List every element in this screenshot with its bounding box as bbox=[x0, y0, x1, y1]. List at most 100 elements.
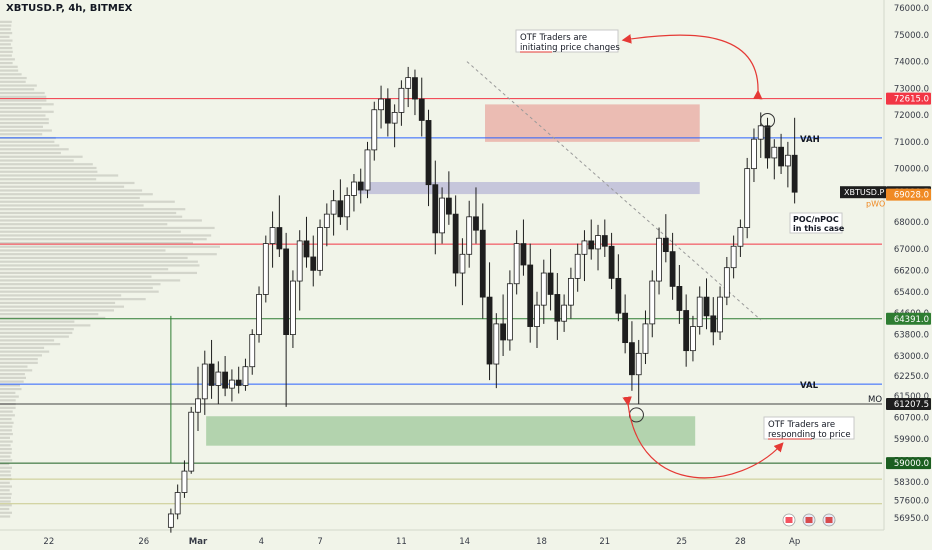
volume-profile-bar bbox=[0, 166, 97, 170]
candle-body bbox=[357, 181, 364, 191]
x-tick-label: 4 bbox=[259, 537, 264, 547]
candle bbox=[574, 243, 581, 292]
y-tick-label: 63000.0 bbox=[894, 352, 929, 362]
volume-profile-bar bbox=[0, 256, 188, 260]
candle-body bbox=[629, 342, 635, 376]
candle bbox=[276, 195, 283, 257]
candle bbox=[520, 219, 527, 276]
candle-body bbox=[500, 323, 507, 341]
symbol-tag-box bbox=[840, 186, 886, 199]
volume-profile-bar bbox=[0, 417, 12, 421]
candle bbox=[249, 329, 256, 375]
candle-body bbox=[303, 240, 310, 258]
candle bbox=[717, 286, 723, 340]
volume-profile-bar bbox=[0, 249, 166, 252]
candle-body bbox=[269, 227, 276, 244]
y-tick-label: 56950.0 bbox=[894, 514, 929, 524]
candle-body bbox=[276, 227, 283, 250]
candle-body bbox=[730, 245, 737, 269]
candle bbox=[642, 310, 649, 365]
candle-body bbox=[290, 280, 296, 335]
volume-profile-bar bbox=[0, 204, 144, 207]
volume-profile-bar bbox=[0, 106, 42, 110]
volume-profile-bar bbox=[0, 425, 13, 428]
level-59000-text: 59000.0 bbox=[894, 459, 929, 469]
volume-profile bbox=[0, 20, 220, 518]
arrow-initiating bbox=[621, 34, 763, 100]
volume-profile-bar bbox=[0, 500, 11, 503]
candle-body bbox=[473, 216, 479, 231]
x-tick-label: Ap bbox=[789, 537, 800, 547]
volume-profile-bar bbox=[0, 219, 202, 222]
volume-profile-bar bbox=[0, 436, 10, 439]
candle bbox=[710, 297, 717, 346]
candle bbox=[445, 171, 452, 225]
candle bbox=[547, 248, 554, 311]
candle-body bbox=[439, 197, 445, 234]
volume-profile-bar bbox=[0, 121, 49, 125]
candle bbox=[696, 286, 703, 335]
volume-profile-bar bbox=[0, 324, 91, 327]
x-tick-label: Mar bbox=[189, 537, 208, 547]
volume-profile-bar bbox=[0, 346, 45, 349]
y-tick-label: 66200.0 bbox=[894, 266, 929, 276]
candle bbox=[744, 157, 751, 239]
volume-profile-bar bbox=[0, 43, 11, 46]
volume-profile-bar bbox=[0, 485, 12, 488]
y-tick-label: 76000.0 bbox=[894, 4, 929, 14]
volume-profile-bar bbox=[0, 474, 12, 477]
candle-body bbox=[222, 371, 229, 389]
x-tick-label: 14 bbox=[459, 537, 470, 547]
volume-profile-bar bbox=[0, 174, 119, 177]
y-tick-label: 58300.0 bbox=[894, 478, 929, 488]
candle bbox=[588, 219, 595, 260]
volume-profile-bar bbox=[0, 253, 217, 256]
volume-profile-bar bbox=[0, 118, 49, 121]
x-tick-label: 26 bbox=[138, 537, 149, 547]
candle-body bbox=[283, 248, 290, 335]
candle-body bbox=[717, 296, 723, 333]
y-tick-label: 57600.0 bbox=[894, 497, 929, 507]
candle bbox=[283, 232, 290, 407]
circle-high bbox=[760, 112, 776, 128]
volume-profile-bar bbox=[0, 24, 12, 27]
y-tick-label: 72000.0 bbox=[894, 111, 929, 121]
volume-profile-bar bbox=[0, 185, 125, 188]
candle-body bbox=[242, 366, 249, 386]
candle-body bbox=[262, 243, 269, 295]
volume-profile-bar bbox=[0, 275, 152, 278]
candle bbox=[303, 216, 310, 268]
volume-profile-bar bbox=[0, 489, 10, 492]
candle bbox=[683, 294, 690, 367]
red-zone bbox=[485, 104, 700, 142]
candle bbox=[310, 235, 317, 287]
candle bbox=[242, 358, 249, 391]
level-59000-box bbox=[886, 457, 931, 470]
candle bbox=[534, 291, 540, 348]
volume-profile-bar bbox=[0, 504, 12, 507]
candle bbox=[473, 187, 479, 244]
candle bbox=[439, 187, 445, 244]
candle bbox=[337, 179, 344, 225]
volume-profile-bar bbox=[0, 238, 207, 241]
volume-profile-bar bbox=[0, 410, 13, 413]
icon-glyph bbox=[785, 517, 793, 523]
candle-body bbox=[405, 77, 412, 89]
x-tick-label: 28 bbox=[735, 537, 746, 547]
volume-profile-bar bbox=[0, 429, 12, 432]
candle-body bbox=[432, 184, 439, 234]
candle-body bbox=[337, 200, 344, 218]
candle bbox=[466, 200, 473, 268]
volume-profile-bar bbox=[0, 380, 24, 383]
candle bbox=[506, 270, 513, 351]
volume-profile-bar bbox=[0, 159, 74, 162]
volume-profile-bar bbox=[0, 226, 215, 230]
volume-profile-bar bbox=[0, 328, 74, 331]
candle bbox=[601, 219, 608, 257]
candle-body bbox=[676, 286, 683, 311]
volume-profile-bar bbox=[0, 470, 11, 473]
candle-body bbox=[595, 235, 601, 250]
candle bbox=[330, 190, 337, 236]
